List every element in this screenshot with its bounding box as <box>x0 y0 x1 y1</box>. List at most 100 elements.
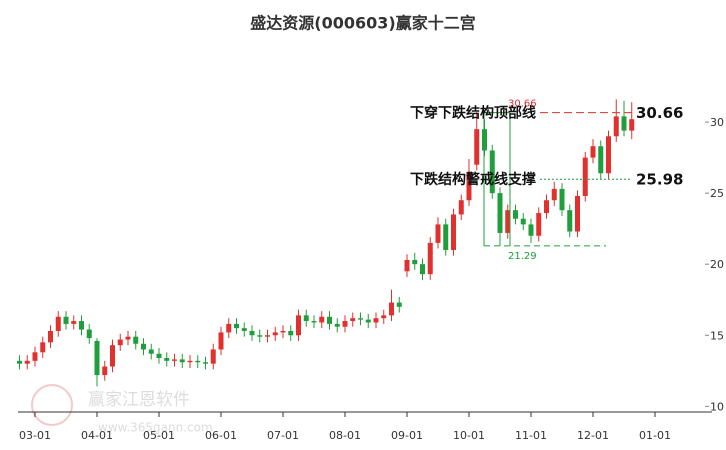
candle-body <box>141 343 146 350</box>
candle-body <box>319 316 325 323</box>
x-tick-label: 12-01 <box>577 429 609 442</box>
watermark-url: www.365gann.com <box>98 421 213 435</box>
candle-body <box>427 242 433 275</box>
candle-body <box>451 214 456 250</box>
candle-body <box>218 332 224 350</box>
x-tick-label: 05-01 <box>143 429 175 442</box>
candle-body <box>164 357 170 361</box>
candle-body <box>110 345 115 367</box>
candle-body <box>435 224 441 243</box>
candle-body <box>598 146 604 174</box>
y-tick-label: 25 <box>710 187 724 200</box>
candle-body <box>412 259 418 265</box>
x-tick-label: 10-01 <box>453 429 485 442</box>
candle-body <box>288 330 294 336</box>
candle-body <box>559 188 565 211</box>
x-tick-label: 09-01 <box>391 429 423 442</box>
watermark-name: 赢家江恩软件 <box>88 390 190 410</box>
candle-body <box>102 366 108 376</box>
candle-body <box>179 359 185 363</box>
candle-body <box>187 360 193 363</box>
candle-body <box>272 332 278 336</box>
y-tick-label: 20 <box>710 258 724 271</box>
candle-body <box>358 318 363 320</box>
candle-body <box>265 335 270 337</box>
candle-body <box>489 150 495 194</box>
candle-body <box>582 157 588 196</box>
candle-body <box>311 321 317 323</box>
candle-body <box>528 224 534 236</box>
candle-body <box>389 302 394 316</box>
level-value: 30.66 <box>636 104 683 122</box>
candle-body <box>32 352 38 361</box>
candle-body <box>606 136 611 174</box>
candle-body <box>629 119 635 131</box>
candle-body <box>94 340 100 376</box>
x-tick-label: 01-01 <box>639 429 671 442</box>
candle-body <box>226 323 232 333</box>
candle-body <box>234 323 239 329</box>
candle-body <box>79 321 84 330</box>
candle-body <box>350 318 356 322</box>
candle-body <box>249 330 255 336</box>
candle-body <box>327 316 332 324</box>
candle-body <box>257 335 263 337</box>
candle-body <box>203 362 208 364</box>
candle-body <box>210 349 216 364</box>
candle-body <box>404 259 410 272</box>
x-tick-label: 07-01 <box>267 429 299 442</box>
candle-body <box>613 116 619 137</box>
candle-body <box>296 315 301 336</box>
candle-body <box>458 200 464 215</box>
candle-body <box>536 213 542 236</box>
candle-body <box>381 315 387 319</box>
candle-body <box>497 193 503 233</box>
candle-body <box>590 146 596 158</box>
candle-body <box>621 116 627 131</box>
candle-body <box>373 318 379 323</box>
candle-body <box>55 316 61 331</box>
y-tick-label: 30 <box>710 116 724 129</box>
candle-body <box>342 321 348 327</box>
candle-body <box>148 349 154 354</box>
watermark-logo <box>31 384 73 426</box>
candle-body <box>420 264 425 275</box>
candle-body <box>117 339 123 346</box>
candle-body <box>365 319 371 323</box>
x-tick-label: 03-01 <box>19 429 51 442</box>
x-tick-label: 11-01 <box>515 429 547 442</box>
candle-body <box>241 328 247 331</box>
candle-body <box>520 218 526 225</box>
x-tick-label: 06-01 <box>205 429 237 442</box>
structure-top-label: 30.66 <box>508 99 537 110</box>
level-text: 下跌结构警戒线支撑 <box>410 171 536 188</box>
candle-body <box>63 316 69 324</box>
candle-body <box>334 323 340 327</box>
candle-body <box>567 210 573 232</box>
candle-body <box>575 195 580 232</box>
x-tick-label: 04-01 <box>81 429 113 442</box>
candle-body <box>40 342 46 353</box>
candle-body <box>195 360 201 363</box>
candle-body <box>71 321 77 324</box>
candle-body <box>443 224 449 250</box>
candle-body <box>172 359 177 361</box>
y-tick-label: 10 <box>710 400 724 413</box>
candle-body <box>474 129 480 165</box>
structure-low-label: 21.29 <box>508 251 537 262</box>
candle-body <box>48 330 53 343</box>
candle-body <box>396 302 402 307</box>
x-tick-label: 08-01 <box>329 429 361 442</box>
candle-body <box>156 353 162 358</box>
candle-body <box>17 360 22 364</box>
candle-body <box>466 171 472 201</box>
candle-body <box>24 360 30 364</box>
y-tick-label: 15 <box>710 329 724 342</box>
candle-body <box>280 330 286 333</box>
level-value: 25.98 <box>636 171 683 189</box>
candle-body <box>544 200 549 214</box>
level-text: 下穿下跌结构顶部线 <box>410 105 536 122</box>
candle-body <box>551 188 557 201</box>
